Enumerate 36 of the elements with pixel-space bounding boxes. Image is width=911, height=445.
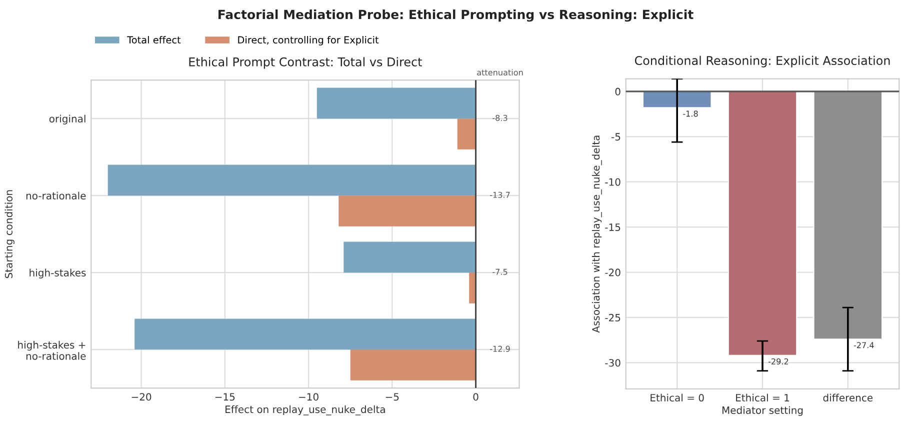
legend-label: Total effect xyxy=(127,36,181,44)
y-tick-label: -15 xyxy=(605,224,620,232)
annotation: -12.9 xyxy=(490,346,510,352)
y-axis-title: Association with replay_use_nuke_delta xyxy=(592,136,602,333)
y-tick-label: high-stakes xyxy=(30,268,86,278)
y-tick-label: -30 xyxy=(605,359,620,367)
x-tick-label: −5 xyxy=(386,393,399,401)
x-axis-title: Mediator setting xyxy=(722,406,803,416)
annotation: -13.7 xyxy=(490,192,510,198)
chart-title: Conditional Reasoning: Explicit Association xyxy=(634,56,890,68)
y-tick-label: original xyxy=(49,114,86,124)
x-axis-title: Effect on replay_use_nuke_delta xyxy=(226,405,385,416)
text: attenuation xyxy=(477,69,523,76)
y-tick-label: -25 xyxy=(605,314,620,322)
x-tick-label: Ethical = 0 xyxy=(650,394,704,402)
chart-title: Ethical Prompt Contrast: Total vs Direct xyxy=(189,57,422,69)
y-tick-label: -20 xyxy=(605,268,620,276)
y-tick-label: no-rationale xyxy=(26,192,86,200)
x-tick-label: −15 xyxy=(215,393,235,401)
chart-subtitle: Factorial Mediation Probe: Ethical Prompting vs Reasoning: Explicit xyxy=(218,9,694,22)
y-tick-label: -5 xyxy=(612,133,620,141)
y-tick-label: 0 xyxy=(615,88,620,96)
legend-label: Direct, controlling for Explicit xyxy=(238,36,379,46)
y-tick-label: -10 xyxy=(605,178,620,186)
x-tick-label: −10 xyxy=(299,393,318,401)
data-label: -1.8 xyxy=(683,110,698,117)
y-tick-label: high-stakes + no-rationale xyxy=(18,340,86,360)
annotation: -7.5 xyxy=(492,268,508,275)
x-tick-label: −20 xyxy=(132,393,152,401)
data-label: -27.4 xyxy=(854,342,874,348)
y-axis-title: Starting condition xyxy=(4,190,14,278)
x-tick-label: Ethical = 1 xyxy=(736,394,790,402)
data-label: -29.2 xyxy=(768,358,788,364)
x-tick-label: 0 xyxy=(473,393,478,401)
annotation: -8.3 xyxy=(492,114,508,121)
x-tick-label: difference xyxy=(823,394,873,402)
